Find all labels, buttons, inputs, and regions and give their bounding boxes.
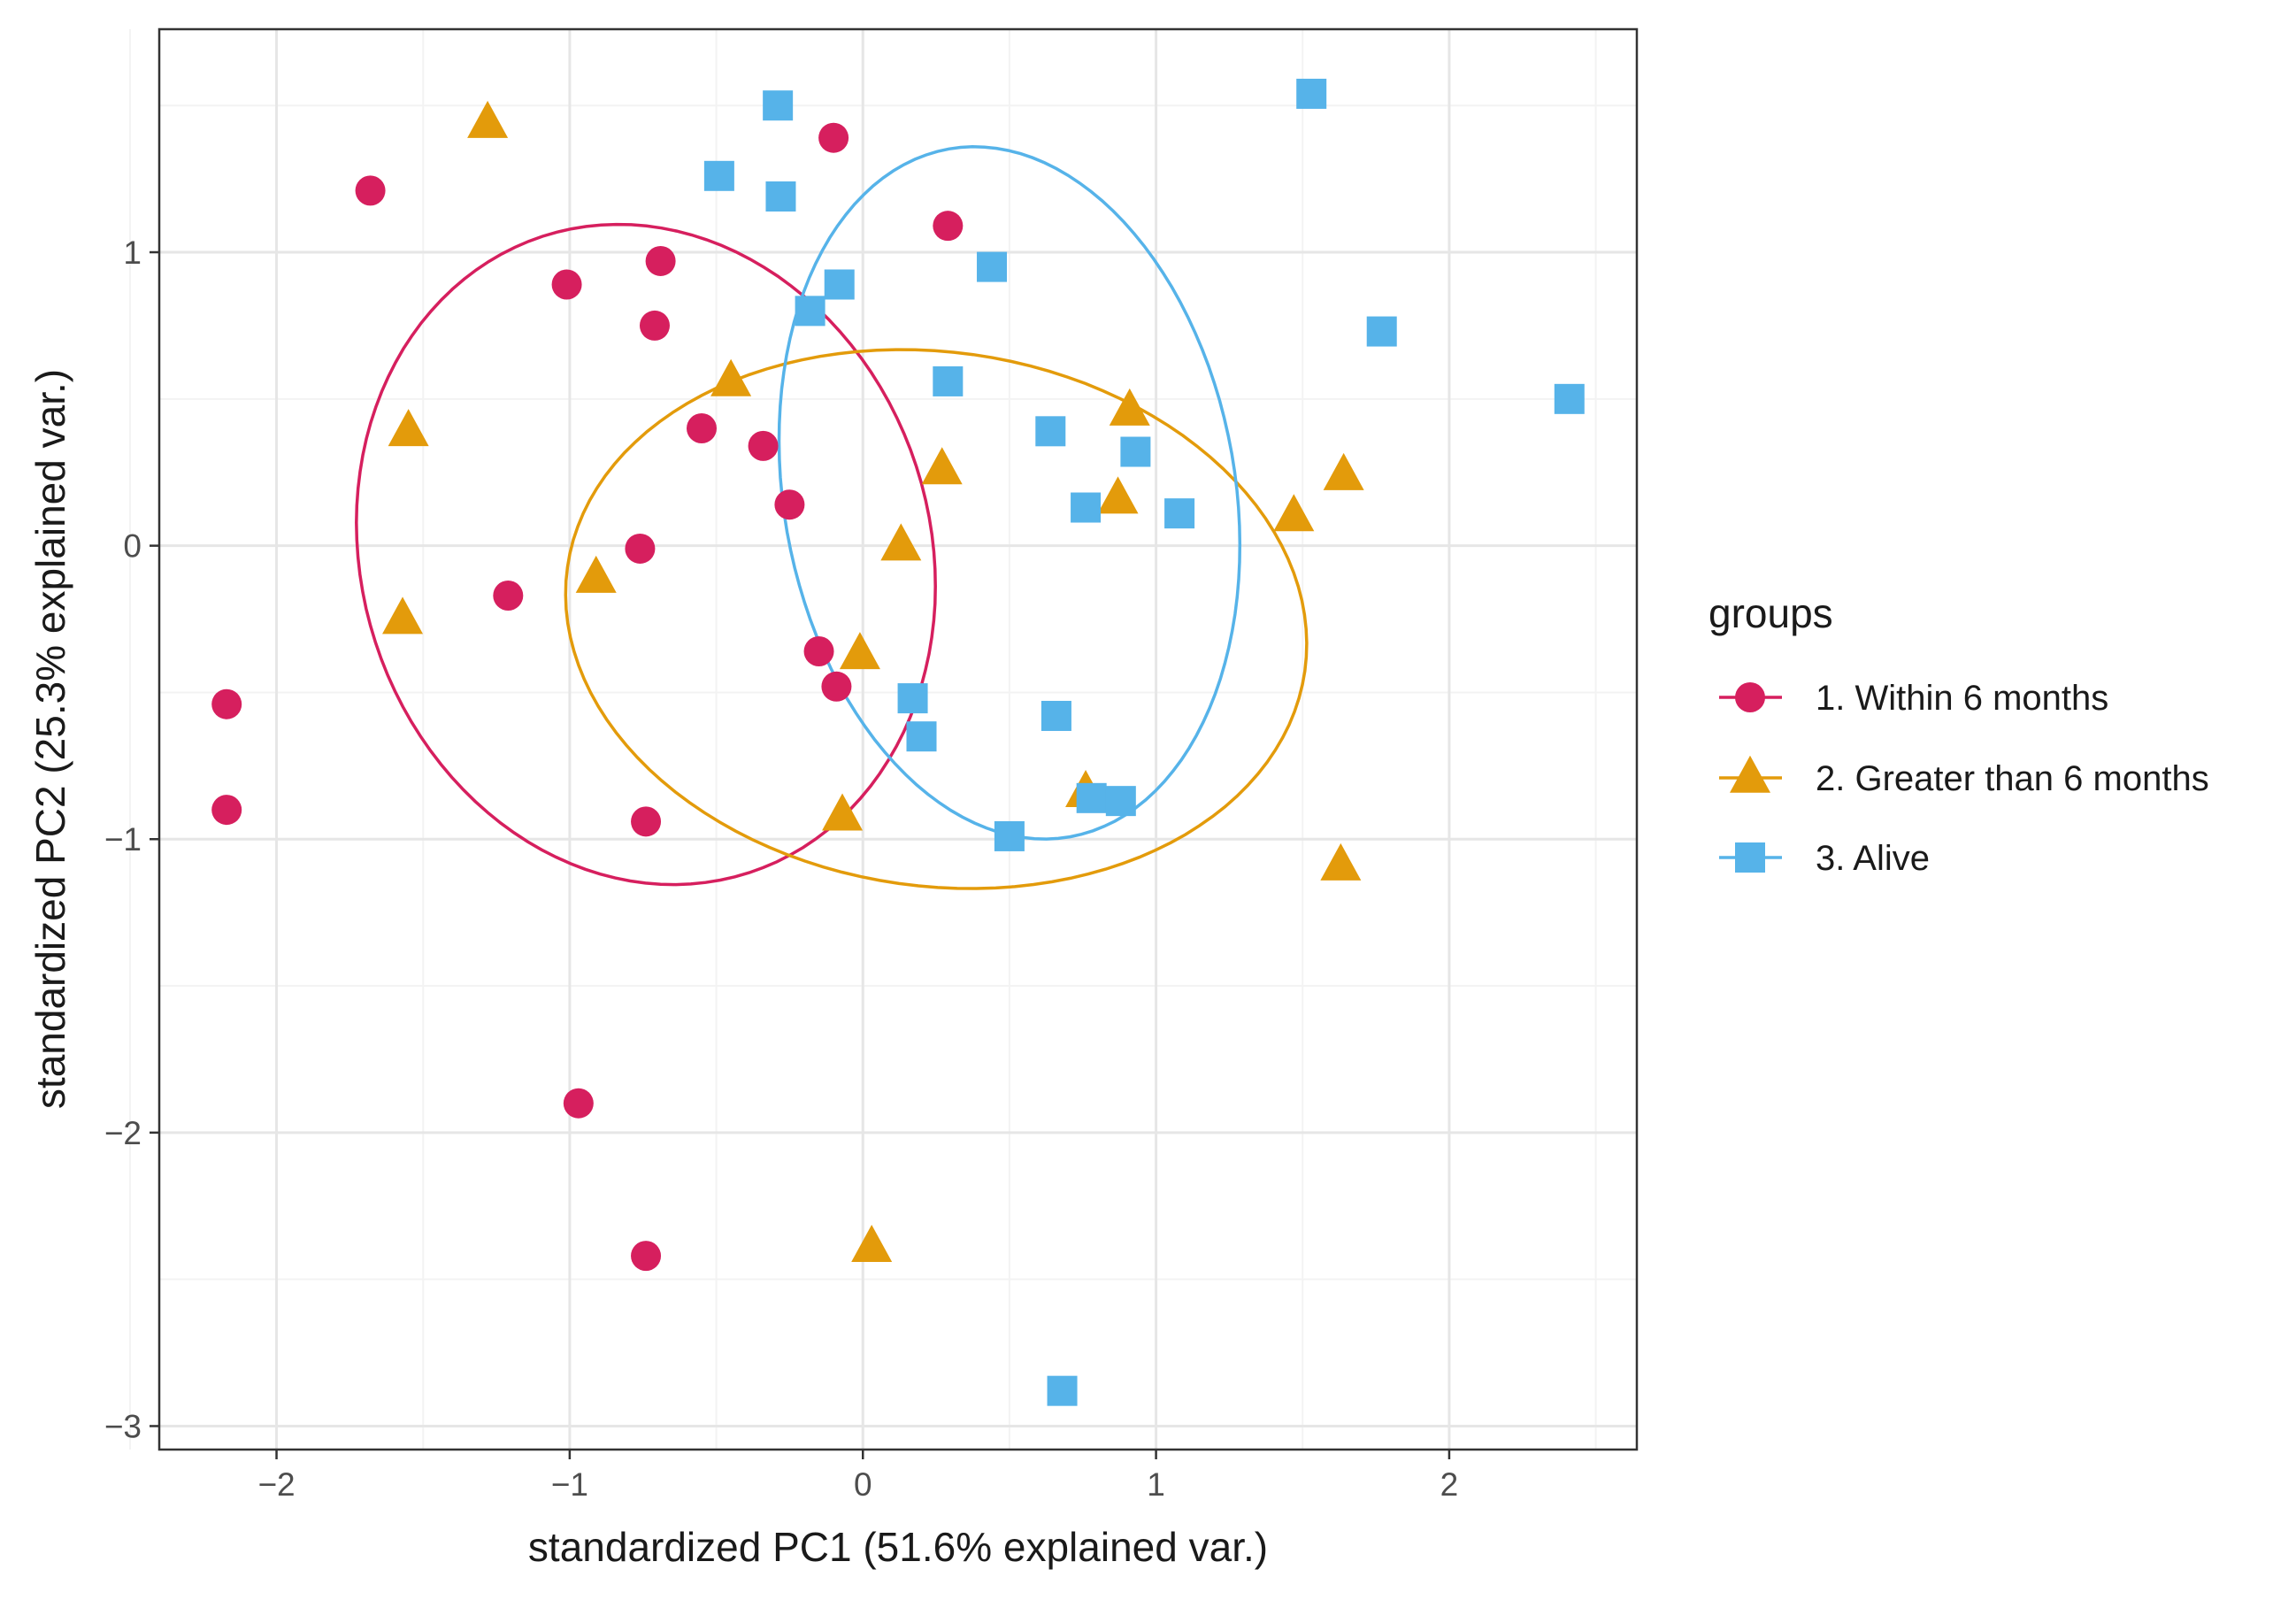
point-group-2 [851, 1224, 893, 1262]
point-group-3 [1120, 436, 1151, 467]
point-group-3 [897, 683, 928, 714]
y-tick-label: −1 [104, 821, 142, 858]
point-group-2 [710, 358, 752, 396]
x-tick-label: 2 [1440, 1466, 1459, 1503]
point-group-3 [1554, 383, 1585, 414]
point-group-2 [388, 409, 429, 447]
plot-panel-border [157, 27, 1639, 1451]
legend-title: groups [1709, 590, 1833, 636]
data-points [211, 78, 1585, 1406]
x-tick-label: −2 [257, 1466, 295, 1503]
point-group-3 [933, 365, 964, 396]
legend-label-group-2: 2. Greater than 6 months [1816, 759, 2209, 798]
point-group-1 [686, 412, 717, 443]
legend-label-group-3: 3. Alive [1816, 839, 1930, 878]
point-group-1 [645, 245, 676, 276]
y-tick-label: 1 [123, 235, 142, 271]
point-group-3 [1071, 492, 1102, 523]
point-group-1 [211, 795, 242, 826]
point-group-1 [631, 806, 662, 837]
legend: groups 1. Within 6 months 2. Greater tha… [1709, 590, 2209, 878]
point-group-2 [822, 793, 864, 831]
confidence-ellipses [355, 145, 1309, 890]
point-group-3 [824, 269, 855, 300]
point-group-3 [906, 721, 937, 752]
x-tick-label: 1 [1147, 1466, 1165, 1503]
y-tick-label: −2 [104, 1115, 142, 1151]
point-group-2 [1109, 388, 1150, 426]
point-group-1 [774, 489, 805, 520]
point-group-1 [563, 1088, 594, 1119]
legend-key-marker-2 [1730, 755, 1770, 793]
legend-key-marker-1 [1735, 682, 1765, 712]
x-tick-label: −1 [551, 1466, 588, 1503]
point-group-3 [1164, 498, 1195, 529]
point-group-3 [1296, 78, 1327, 109]
ellipse-group-1 [355, 222, 937, 887]
point-group-1 [355, 175, 386, 206]
ellipse-group-2 [564, 348, 1309, 890]
point-group-1 [818, 122, 849, 153]
point-group-3 [765, 181, 796, 212]
point-group-1 [748, 430, 779, 461]
point-group-3 [1105, 786, 1136, 817]
legend-key-marker-3 [1735, 842, 1765, 873]
point-group-1 [631, 1241, 662, 1272]
point-group-2 [839, 632, 880, 670]
point-group-1 [803, 636, 834, 667]
point-group-1 [639, 310, 670, 341]
point-group-3 [703, 160, 734, 191]
point-group-1 [493, 581, 524, 612]
point-group-3 [994, 820, 1025, 851]
point-group-2 [382, 596, 424, 635]
point-group-2 [575, 555, 617, 593]
y-axis-title: standardized PC2 (25.3% explained var.) [27, 369, 73, 1109]
point-group-3 [1047, 1375, 1078, 1406]
point-group-3 [977, 251, 1008, 282]
ellipse-group-3 [777, 145, 1242, 841]
axis-ticks: −2 −1 0 1 2 1 0 −1 −2 −3 [104, 235, 1458, 1503]
point-group-3 [795, 296, 825, 327]
point-group-2 [467, 100, 509, 138]
point-group-2 [1273, 494, 1315, 532]
point-group-1 [625, 533, 656, 564]
point-group-3 [1035, 416, 1066, 447]
point-group-2 [880, 523, 922, 561]
point-group-3 [1040, 700, 1071, 731]
point-group-2 [1323, 452, 1364, 490]
point-group-1 [551, 269, 582, 300]
point-group-3 [1076, 782, 1107, 813]
point-group-2 [1320, 842, 1362, 881]
x-axis-title: standardized PC1 (51.6% explained var.) [528, 1524, 1268, 1570]
point-group-1 [211, 688, 242, 719]
plot-panel-background [159, 29, 1637, 1450]
point-group-3 [1366, 316, 1397, 347]
y-tick-label: 0 [123, 528, 142, 565]
legend-keys [1719, 682, 1782, 873]
y-tick-label: −3 [104, 1408, 142, 1444]
legend-label-group-1: 1. Within 6 months [1816, 679, 2108, 718]
point-group-3 [763, 90, 794, 121]
point-group-1 [821, 671, 852, 702]
point-group-2 [1097, 476, 1139, 514]
point-group-2 [921, 447, 963, 485]
point-group-1 [933, 211, 964, 242]
x-tick-label: 0 [854, 1466, 872, 1503]
